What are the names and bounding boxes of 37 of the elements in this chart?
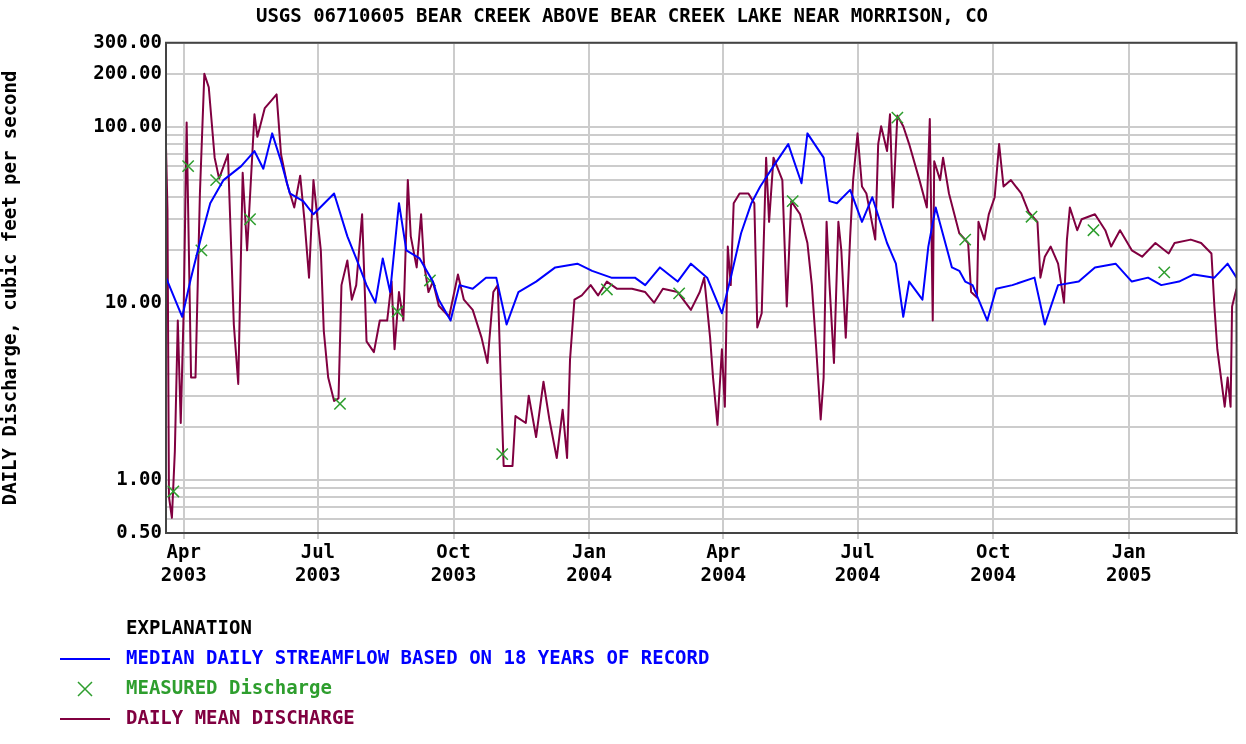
legend-label: MEASURED Discharge xyxy=(126,675,332,700)
point xyxy=(958,233,972,247)
y-tick-label: 300.00 xyxy=(93,29,162,52)
point xyxy=(333,397,347,411)
y-tick-label: 200.00 xyxy=(93,60,162,83)
point xyxy=(1087,223,1100,237)
legend-label: MEDIAN DAILY STREAMFLOW BASED ON 18 YEARS OF RECORD xyxy=(126,645,710,670)
point xyxy=(391,305,404,318)
point xyxy=(600,283,614,296)
point xyxy=(495,447,509,461)
y-tick-label: 0.50 xyxy=(116,519,162,542)
x-tick-label: Jul 2003 xyxy=(294,540,341,586)
y-tick-label: 1.00 xyxy=(116,466,162,489)
point xyxy=(194,243,208,257)
x-tick-label: Apr 2003 xyxy=(160,540,207,586)
legend-title: EXPLANATION xyxy=(126,615,253,640)
point xyxy=(243,212,257,226)
x-tick-label: Apr 2004 xyxy=(700,540,747,586)
point xyxy=(786,194,800,208)
x-tick-label: Oct 2003 xyxy=(430,540,477,586)
point xyxy=(672,286,686,300)
point xyxy=(423,274,437,287)
point xyxy=(181,159,195,173)
point xyxy=(890,111,904,125)
point xyxy=(166,485,180,498)
point xyxy=(1025,210,1038,224)
legend-label: DAILY MEAN DISCHARGE xyxy=(126,705,355,730)
y-tick-label: 10.00 xyxy=(104,290,162,313)
point xyxy=(1157,265,1171,279)
x-tick-label: Jan 2004 xyxy=(566,540,613,586)
x-tick-label: Oct 2004 xyxy=(970,540,1017,586)
point xyxy=(209,173,223,187)
y-axis-title: DAILY Discharge, cubic feet per second xyxy=(0,70,21,506)
x-tick-label: Jul 2004 xyxy=(834,540,881,586)
y-tick-label: 100.00 xyxy=(93,113,162,136)
chart-title: USGS 06710605 BEAR CREEK ABOVE BEAR CREEK LAKE NEAR MORRISON, CO xyxy=(255,4,989,27)
x-tick-label: Jan 2005 xyxy=(1105,540,1152,586)
